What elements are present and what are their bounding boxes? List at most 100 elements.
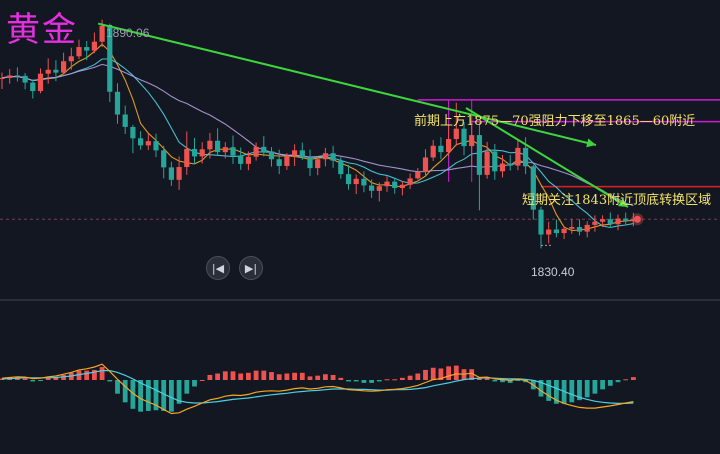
candle-body	[284, 155, 290, 166]
macd-histogram-bar	[53, 377, 59, 380]
macd-histogram-bar	[623, 379, 629, 381]
macd-histogram-bar	[469, 369, 475, 380]
candle-body	[576, 227, 583, 232]
candle-body	[99, 25, 105, 42]
macd-histogram-bar	[84, 370, 90, 380]
candle-body	[191, 148, 198, 157]
macd-histogram-bar	[299, 372, 305, 380]
candle-body	[353, 178, 359, 185]
candle-body	[199, 149, 205, 157]
candle-body	[415, 172, 421, 179]
candle-body	[30, 82, 36, 92]
macd-histogram-bar	[538, 380, 544, 397]
candle-body	[376, 186, 382, 191]
macd-histogram-bar	[353, 380, 359, 382]
macd-histogram-bar	[500, 380, 505, 383]
macd-histogram-bar	[369, 380, 374, 383]
macd-histogram-bar	[392, 379, 398, 381]
macd-histogram-bar	[361, 380, 367, 383]
macd-histogram-bar	[45, 377, 51, 380]
trend-arrow-resistance	[97, 22, 597, 146]
macd-histogram-bar	[453, 365, 459, 380]
macd-histogram-bar	[261, 370, 267, 380]
candle-body	[476, 135, 482, 175]
macd-histogram-bar	[338, 377, 344, 380]
candle-body	[530, 166, 536, 210]
candle-body	[253, 146, 259, 157]
skip-forward-button[interactable]: ▶|	[239, 256, 263, 280]
trend-arrow-support	[465, 107, 629, 208]
candle-body	[245, 156, 251, 164]
macd-histogram-bar	[161, 380, 167, 411]
candle-body	[299, 150, 305, 158]
candle-body	[453, 128, 459, 139]
macd-histogram-bar	[384, 379, 390, 381]
candle-body	[499, 163, 506, 172]
skip-forward-icon: ▶|	[244, 261, 258, 275]
candle-body	[607, 219, 613, 225]
macd-histogram-bar	[330, 374, 336, 380]
candle-body	[422, 157, 429, 173]
candle-body	[68, 56, 74, 62]
macd-histogram-bar	[138, 380, 143, 412]
trend-arrow-resistance-head	[586, 138, 596, 148]
macd-dea-line	[1, 370, 634, 404]
candle-body	[430, 145, 436, 158]
macd-histogram-bar	[76, 370, 82, 380]
candle-body	[446, 138, 452, 153]
candle-body	[392, 181, 398, 188]
macd-histogram-bar	[199, 380, 205, 381]
macd-histogram-bar	[122, 380, 128, 403]
candle-body	[76, 47, 82, 57]
candle-body	[145, 141, 151, 146]
candle-body	[7, 75, 13, 78]
candle-body	[161, 150, 167, 168]
candle-body	[0, 77, 5, 79]
macd-histogram-bar	[407, 375, 413, 380]
candle-body	[84, 47, 90, 51]
candle-body	[176, 167, 182, 180]
candle-body	[276, 159, 282, 166]
macd-histogram-bar	[400, 377, 405, 380]
candle-body	[122, 114, 128, 127]
candle-body	[623, 218, 629, 221]
candle-body	[22, 75, 28, 83]
macd-histogram-bar	[438, 368, 444, 380]
candle-body	[322, 153, 328, 160]
candle-body	[168, 167, 174, 180]
candle-body	[215, 140, 221, 153]
skip-back-button[interactable]: |◀	[206, 256, 230, 280]
candle-body	[292, 150, 298, 156]
macd-histogram-bar	[284, 373, 290, 380]
candle-body	[307, 157, 313, 169]
candle-body	[461, 128, 467, 147]
high-price-label: 1890.06	[106, 26, 150, 40]
macd-histogram-bar	[430, 367, 436, 380]
macd-histogram-bar	[246, 372, 251, 380]
candle-body	[184, 148, 190, 168]
macd-histogram-bar	[507, 380, 513, 383]
macd-histogram-bar	[415, 373, 421, 380]
candle-body	[14, 75, 20, 77]
macd-histogram-bar	[253, 370, 259, 380]
candle-body	[600, 219, 606, 222]
macd-histogram-bar	[607, 380, 613, 386]
candle-body	[53, 69, 59, 73]
candle-body	[153, 141, 159, 151]
macd-histogram-bar	[346, 380, 351, 382]
macd-histogram-bar	[130, 380, 136, 409]
macd-histogram-bar	[615, 380, 621, 383]
symbol-title: 黄金	[6, 10, 78, 50]
candle-body	[268, 151, 275, 160]
macd-histogram-bar	[546, 380, 552, 401]
candle-body	[538, 209, 544, 235]
macd-histogram-bar	[446, 366, 451, 380]
candle-body	[138, 138, 144, 146]
resistance-annotation: 前期上方1875—70强阻力下移至1865—60附近	[414, 114, 696, 129]
candle-body	[261, 146, 267, 152]
candle-body	[492, 151, 498, 172]
macd-histogram-bar	[22, 378, 28, 380]
macd-histogram-bar	[569, 380, 575, 403]
macd-histogram-bar	[207, 374, 213, 380]
macd-histogram-bar	[307, 376, 313, 380]
